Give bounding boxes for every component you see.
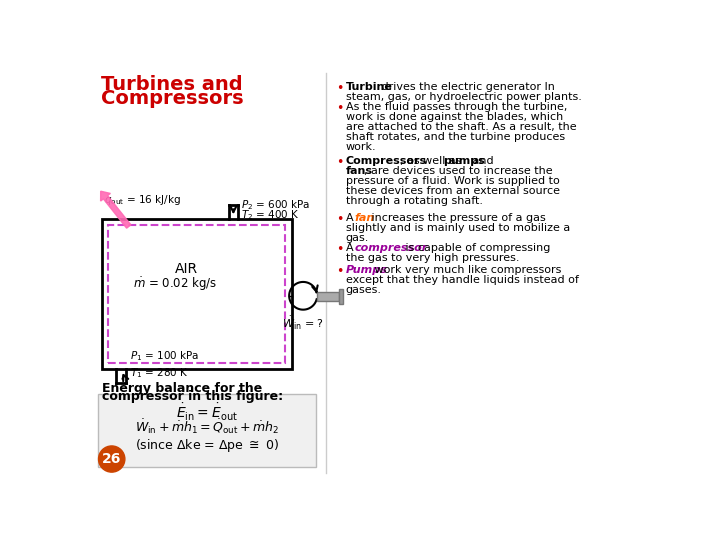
Text: $q_{\rm out}$ = 16 kJ/kg: $q_{\rm out}$ = 16 kJ/kg	[104, 193, 181, 206]
Text: fan: fan	[354, 213, 374, 222]
Text: the gas to very high pressures.: the gas to very high pressures.	[346, 253, 519, 264]
Text: except that they handle liquids instead of: except that they handle liquids instead …	[346, 275, 579, 285]
Text: drives the electric generator In: drives the electric generator In	[377, 82, 554, 92]
Text: $\dot{W}_{\rm in} + \dot{m}h_1 = \dot{Q}_{\rm out} + \dot{m}h_2$: $\dot{W}_{\rm in} + \dot{m}h_1 = \dot{Q}…	[135, 417, 279, 436]
Text: work is done against the blades, which: work is done against the blades, which	[346, 112, 563, 122]
FancyArrow shape	[101, 191, 131, 228]
Text: Energy balance for the: Energy balance for the	[102, 382, 262, 395]
Text: A: A	[346, 244, 357, 253]
FancyBboxPatch shape	[98, 394, 316, 467]
Text: work very much like compressors: work very much like compressors	[372, 265, 562, 275]
Text: •: •	[336, 156, 344, 168]
Text: Pumps: Pumps	[346, 265, 387, 275]
Text: $P_2$ = 600 kPa: $P_2$ = 600 kPa	[241, 198, 310, 212]
Text: Turbines and: Turbines and	[101, 75, 243, 94]
Text: Compressors: Compressors	[346, 156, 427, 166]
Text: Turbine: Turbine	[346, 82, 392, 92]
Text: •: •	[336, 213, 344, 226]
Text: are attached to the shaft. As a result, the: are attached to the shaft. As a result, …	[346, 122, 577, 132]
Text: $\dot{E}_{\rm in} = \dot{E}_{\rm out}$: $\dot{E}_{\rm in} = \dot{E}_{\rm out}$	[176, 402, 238, 423]
Text: pressure of a fluid. Work is supplied to: pressure of a fluid. Work is supplied to	[346, 176, 559, 186]
Text: A: A	[346, 213, 357, 222]
Text: slightly and is mainly used to mobilize a: slightly and is mainly used to mobilize …	[346, 222, 570, 233]
Text: •: •	[336, 82, 344, 94]
Text: $P_1$ = 100 kPa: $P_1$ = 100 kPa	[130, 349, 199, 363]
Text: compressor: compressor	[354, 244, 428, 253]
Text: , are devices used to increase the: , are devices used to increase the	[364, 166, 553, 176]
Text: increases the pressure of a gas: increases the pressure of a gas	[368, 213, 546, 222]
Text: fans: fans	[346, 166, 373, 176]
Circle shape	[99, 446, 125, 472]
Text: is capable of compressing: is capable of compressing	[402, 244, 551, 253]
Text: pumps: pumps	[444, 156, 485, 166]
Text: , as well as: , as well as	[400, 156, 465, 166]
Text: compressor in this figure:: compressor in this figure:	[102, 390, 283, 403]
Text: 26: 26	[102, 452, 122, 466]
Text: and: and	[469, 156, 494, 166]
Text: •: •	[336, 102, 344, 115]
Text: steam, gas, or hydroelectric power plants.: steam, gas, or hydroelectric power plant…	[346, 92, 582, 102]
FancyBboxPatch shape	[317, 292, 339, 301]
FancyBboxPatch shape	[102, 219, 292, 369]
Text: •: •	[336, 244, 344, 256]
Text: Compressors: Compressors	[101, 89, 243, 107]
Text: As the fluid passes through the turbine,: As the fluid passes through the turbine,	[346, 102, 567, 112]
FancyBboxPatch shape	[87, 62, 651, 484]
Text: $\dot{m}$ = 0.02 kg/s: $\dot{m}$ = 0.02 kg/s	[133, 275, 217, 293]
Text: these devices from an external source: these devices from an external source	[346, 186, 559, 195]
Text: $T_2$ = 400 K: $T_2$ = 400 K	[241, 208, 300, 222]
Text: shaft rotates, and the turbine produces: shaft rotates, and the turbine produces	[346, 132, 565, 142]
Text: $\dot{W}_{\rm in}$ = ?: $\dot{W}_{\rm in}$ = ?	[282, 315, 324, 332]
Text: (since $\Delta$ke = $\Delta$pe $\cong$ 0): (since $\Delta$ke = $\Delta$pe $\cong$ 0…	[135, 437, 279, 454]
Text: through a rotating shaft.: through a rotating shaft.	[346, 195, 482, 206]
Text: •: •	[336, 265, 344, 278]
FancyBboxPatch shape	[339, 289, 343, 304]
Text: $T_1$ = 280 K: $T_1$ = 280 K	[130, 366, 189, 380]
Text: work.: work.	[346, 142, 377, 152]
Text: gas.: gas.	[346, 233, 369, 242]
Text: gases.: gases.	[346, 285, 382, 295]
Text: AIR: AIR	[175, 262, 199, 276]
